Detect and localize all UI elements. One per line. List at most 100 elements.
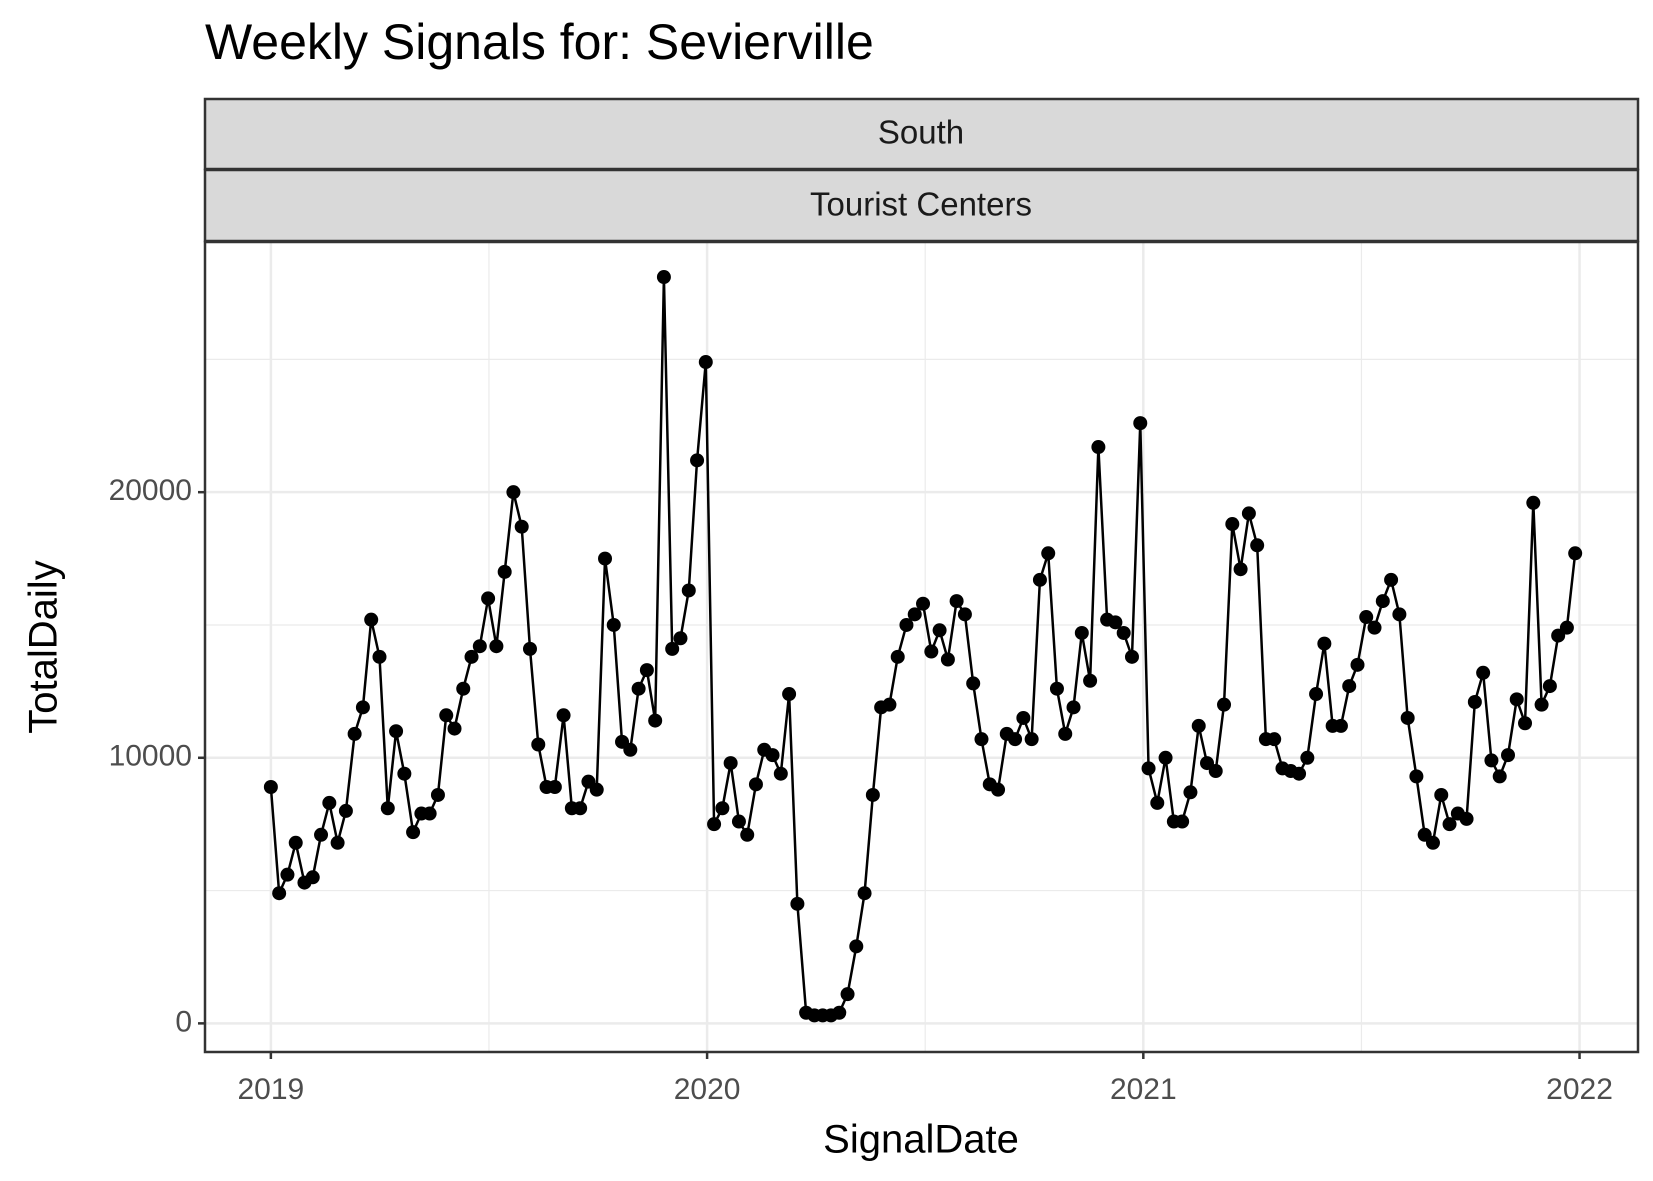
facet-label: Tourist Centers [810, 186, 1032, 223]
data-point [656, 270, 671, 285]
data-point [1041, 546, 1056, 561]
data-point [857, 886, 872, 901]
data-point [1442, 817, 1457, 832]
data-point [472, 639, 487, 654]
data-point [305, 870, 320, 885]
data-point [1124, 649, 1139, 664]
data-point [1300, 750, 1315, 765]
data-point [1384, 572, 1399, 587]
data-point [1526, 495, 1541, 510]
data-point [397, 766, 412, 781]
data-point [514, 519, 529, 534]
data-point [1008, 732, 1023, 747]
panel-background [205, 242, 1638, 1052]
data-point [439, 708, 454, 723]
data-point [364, 612, 379, 627]
data-point [1467, 695, 1482, 710]
data-point [355, 700, 370, 715]
data-point [899, 617, 914, 632]
x-tick-label: 2021 [1110, 1073, 1177, 1106]
data-point [1333, 718, 1348, 733]
data-point [1459, 811, 1474, 826]
data-point [1409, 769, 1424, 784]
data-point [1350, 657, 1365, 672]
data-point [1066, 700, 1081, 715]
data-point [1568, 546, 1583, 561]
data-point [949, 594, 964, 609]
data-point [447, 721, 462, 736]
data-point [1434, 787, 1449, 802]
data-point [932, 623, 947, 638]
panel-border [203, 240, 1640, 1054]
y-axis-title: TotalDaily [22, 560, 66, 733]
data-point [1484, 753, 1499, 768]
data-point [1518, 716, 1533, 731]
data-point [1208, 764, 1223, 779]
data-point [598, 551, 613, 566]
data-point [1267, 732, 1282, 747]
data-point [422, 806, 437, 821]
data-point [1108, 615, 1123, 630]
data-point [957, 607, 972, 622]
data-point [1150, 795, 1165, 810]
data-point [865, 787, 880, 802]
data-point [1309, 687, 1324, 702]
data-point [648, 713, 663, 728]
data-point [974, 732, 989, 747]
data-point [556, 708, 571, 723]
x-tick-label: 2019 [237, 1073, 304, 1106]
data-point [1292, 766, 1307, 781]
data-point [907, 607, 922, 622]
data-point [1116, 625, 1131, 640]
data-point [623, 742, 638, 757]
data-point [890, 649, 905, 664]
facet-strip [203, 168, 1640, 243]
data-point [731, 814, 746, 829]
data-point [1241, 506, 1256, 521]
data-point [715, 801, 730, 816]
chart-title: Weekly Signals for: Sevierville [205, 14, 874, 70]
data-point [330, 835, 345, 850]
data-point [1542, 679, 1557, 694]
y-tick-label: 0 [175, 1005, 192, 1038]
data-point [740, 827, 755, 842]
data-point [430, 787, 445, 802]
data-point [773, 766, 788, 781]
data-point [991, 782, 1006, 797]
data-point [1141, 761, 1156, 776]
facet-strip [203, 97, 1640, 171]
x-tick-label: 2020 [674, 1073, 741, 1106]
data-point [531, 737, 546, 752]
data-point [631, 681, 646, 696]
data-point [1049, 681, 1064, 696]
data-point [1225, 517, 1240, 532]
data-point [698, 355, 713, 370]
data-point [1074, 625, 1089, 640]
data-point [272, 886, 287, 901]
data-point [456, 681, 471, 696]
data-point [522, 641, 537, 656]
data-point [322, 795, 337, 810]
data-point [1024, 732, 1039, 747]
data-point [372, 649, 387, 664]
data-point [280, 867, 295, 882]
facet-label: South [878, 114, 964, 151]
marks [263, 270, 1583, 1023]
data-point [1175, 814, 1190, 829]
data-point [1375, 594, 1390, 609]
data-point [389, 724, 404, 739]
data-point [589, 782, 604, 797]
data-point [832, 1005, 847, 1020]
data-point [707, 817, 722, 832]
data-point [481, 591, 496, 606]
data-point [1191, 718, 1206, 733]
data-point [406, 825, 421, 840]
data-point [380, 801, 395, 816]
grid [205, 242, 1638, 1052]
data-point [1534, 697, 1549, 712]
data-point [1250, 538, 1265, 553]
data-point [1501, 748, 1516, 763]
data-point [1476, 665, 1491, 680]
data-point [1233, 562, 1248, 577]
